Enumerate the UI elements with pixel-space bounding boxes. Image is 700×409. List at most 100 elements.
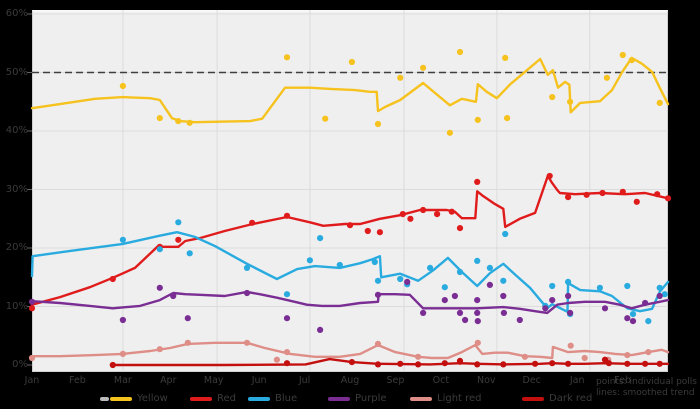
x-tick-label: Feb bbox=[69, 375, 86, 386]
x-tick-label: Feb bbox=[614, 375, 631, 386]
poll-dot-blue bbox=[374, 277, 382, 284]
poll-dot-purple bbox=[184, 315, 191, 322]
poll-dot-light-red bbox=[283, 349, 291, 356]
poll-dot-dark-red bbox=[565, 360, 572, 367]
poll-dot-light-red bbox=[28, 354, 36, 362]
trend-line-purple bbox=[30, 290, 670, 315]
poll-dot-purple bbox=[474, 297, 481, 304]
poll-dot-blue bbox=[441, 284, 448, 291]
y-tick-label: 20% bbox=[5, 242, 28, 253]
legend-item-red: Red bbox=[190, 393, 236, 405]
poll-dot-dark-red bbox=[500, 361, 507, 368]
y-tick-label: 30% bbox=[5, 183, 28, 195]
poll-dot-yellow bbox=[420, 64, 427, 71]
x-tick-label: Jun bbox=[251, 375, 267, 386]
trend-line-blue bbox=[30, 230, 670, 313]
legend-label: Red bbox=[217, 393, 236, 404]
poll-dot-yellow bbox=[603, 74, 611, 81]
poll-dot-light-red bbox=[581, 354, 588, 362]
poll-dot-dark-red bbox=[109, 361, 116, 369]
trend-line-yellow bbox=[30, 56, 670, 124]
legend-item-dark-red: Dark red bbox=[522, 393, 592, 405]
x-tick-label: Jan bbox=[569, 375, 585, 386]
poll-dot-red bbox=[619, 188, 626, 195]
poll-dot-blue bbox=[629, 311, 637, 318]
poll-dot-purple bbox=[565, 292, 572, 300]
poll-dot-yellow bbox=[175, 118, 182, 125]
poll-dot-yellow bbox=[502, 54, 509, 62]
poll-dot-red bbox=[456, 225, 464, 232]
caption-line: lines: smoothed trend bbox=[596, 388, 695, 398]
poll-dot-blue bbox=[500, 277, 507, 284]
poll-dot-yellow bbox=[322, 115, 329, 122]
x-tick-label: Mar bbox=[113, 375, 132, 386]
poll-dot-dark-red bbox=[283, 360, 291, 367]
poll-dot-red bbox=[654, 191, 661, 198]
poll-dot-light-red bbox=[415, 353, 422, 360]
poll-dot-blue bbox=[596, 284, 604, 291]
poll-dot-dark-red bbox=[441, 360, 448, 367]
poll-dot-blue bbox=[656, 284, 663, 291]
legend-label: Dark red bbox=[549, 393, 593, 404]
poll-dot-purple bbox=[567, 309, 574, 316]
poll-dot-yellow bbox=[397, 74, 404, 81]
poll-dot-light-red bbox=[273, 356, 280, 363]
legend-swatch-prefix bbox=[100, 397, 109, 401]
poll-dot-yellow bbox=[186, 119, 193, 126]
x-tick-label: Aug bbox=[340, 375, 360, 386]
poll-dot-purple bbox=[486, 281, 493, 288]
legend-item-yellow: Yellow bbox=[100, 393, 168, 405]
poll-dot-blue bbox=[486, 264, 493, 271]
poll-dot-red bbox=[434, 211, 441, 218]
poll-dot-blue bbox=[243, 264, 251, 271]
plot-area bbox=[32, 10, 668, 372]
poll-dot-purple bbox=[317, 326, 324, 333]
poll-dot-yellow bbox=[283, 54, 291, 61]
y-tick-label: 60% bbox=[5, 8, 28, 19]
y-tick-label: 40% bbox=[5, 125, 28, 136]
poll-dot-yellow bbox=[656, 99, 663, 106]
poll-dot-blue bbox=[502, 230, 509, 238]
poll-dot-purple bbox=[156, 284, 163, 291]
poll-dot-purple bbox=[441, 297, 448, 304]
poll-dot-red bbox=[175, 236, 182, 243]
poll-dot-blue bbox=[645, 318, 652, 325]
poll-dot-red bbox=[376, 229, 383, 236]
poll-dot-purple bbox=[243, 289, 251, 297]
legend-swatch bbox=[522, 397, 544, 401]
poll-dot-light-red bbox=[184, 339, 191, 346]
y-tick-label: 0% bbox=[12, 359, 28, 370]
poll-dot-purple bbox=[474, 309, 481, 316]
y-tick-label: 10% bbox=[5, 300, 28, 312]
poll-dot-red bbox=[399, 211, 406, 218]
poll-dot-dark-red bbox=[348, 359, 355, 366]
poll-dot-yellow bbox=[549, 94, 556, 101]
poll-dot-purple bbox=[420, 309, 427, 316]
poll-dot-purple bbox=[500, 309, 507, 316]
x-tick-label: May bbox=[203, 375, 224, 386]
poll-dot-purple bbox=[542, 305, 549, 312]
poll-dot-yellow bbox=[504, 115, 511, 122]
poll-dot-purple bbox=[374, 291, 382, 298]
legend-label: Blue bbox=[275, 393, 298, 404]
poll-dot-blue bbox=[549, 282, 556, 290]
poll-dot-yellow bbox=[628, 57, 635, 64]
poll-dot-blue bbox=[175, 219, 182, 226]
poll-dot-dark-red bbox=[642, 360, 649, 367]
poll-dot-red bbox=[249, 219, 256, 226]
poll-dot-purple bbox=[474, 318, 481, 325]
poll-dot-yellow bbox=[567, 98, 574, 105]
poll-dot-blue bbox=[317, 235, 324, 242]
x-tick-label: Apr bbox=[160, 375, 177, 386]
poll-dot-light-red bbox=[567, 342, 574, 349]
poll-dot-light-red bbox=[645, 349, 652, 356]
legend-swatch bbox=[248, 397, 270, 401]
poll-dot-red bbox=[474, 178, 481, 185]
legend-label: Yellow bbox=[137, 393, 168, 404]
poll-dot-yellow bbox=[374, 120, 382, 128]
poll-dot-blue bbox=[336, 261, 343, 269]
x-tick-label: Nov bbox=[477, 375, 496, 386]
poll-dot-red bbox=[346, 222, 354, 229]
legend-swatch bbox=[410, 397, 432, 401]
